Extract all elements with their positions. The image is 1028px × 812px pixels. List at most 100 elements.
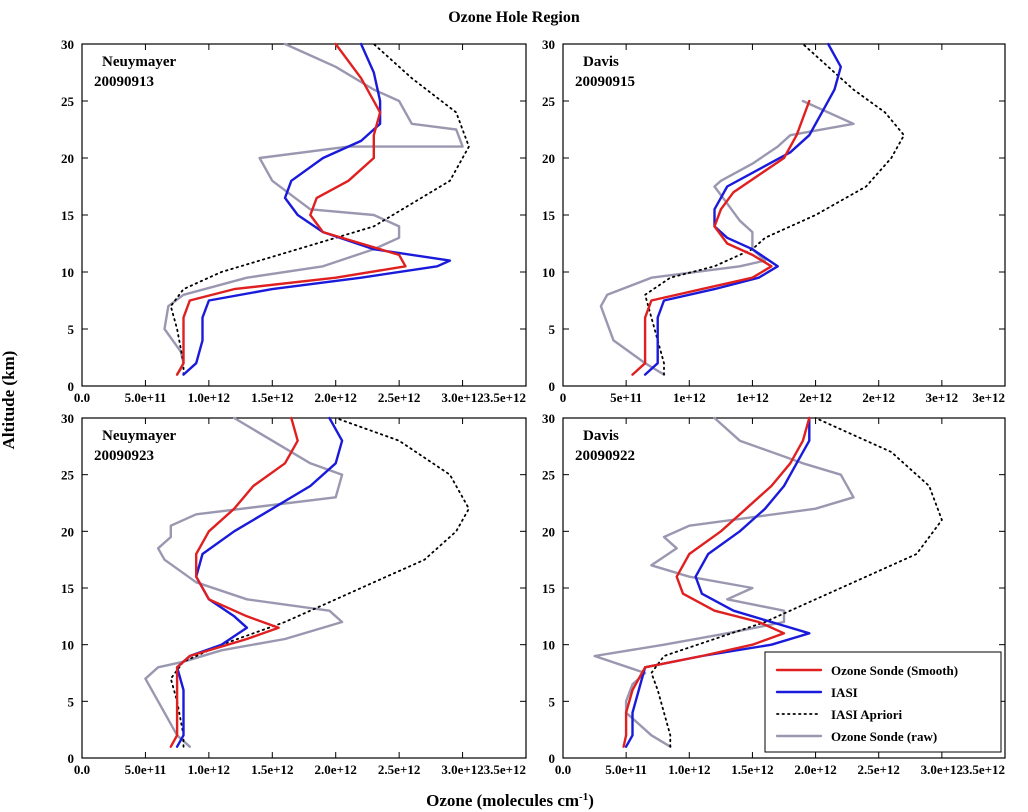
x-tick-label: 0.0 bbox=[74, 762, 90, 777]
series-line-raw bbox=[599, 99, 855, 376]
series-line-iasi bbox=[624, 416, 811, 748]
x-tick-label: 5.0e+11 bbox=[125, 390, 167, 405]
x-tick-label: 3e+12 bbox=[926, 390, 959, 405]
x-axis-title: Ozone (molecules cm-1) bbox=[426, 791, 594, 810]
panel-label-line: Davis bbox=[583, 54, 619, 70]
x-tick-label: 3.5e+12 bbox=[484, 390, 526, 405]
series-line-raw bbox=[163, 42, 464, 376]
panel-neuymayer-20090923: 0.0 5.0e+11 1.0e+12 1.5e+12 2.0e+12 2.5e+12 3.… bbox=[61, 411, 527, 777]
y-tick-label: 0 bbox=[68, 379, 75, 394]
x-tick-label: 3.0e+12 bbox=[441, 390, 483, 405]
panel-label-line: Davis bbox=[583, 428, 619, 444]
x-tick-label: 1.0e+12 bbox=[668, 762, 710, 777]
x-tick-label: 2.5e+12 bbox=[378, 390, 420, 405]
y-tick-label: 30 bbox=[542, 411, 555, 426]
y-tick-label: 0 bbox=[68, 751, 75, 766]
series-line-apriori bbox=[169, 43, 470, 376]
series-line-iasi bbox=[643, 42, 842, 376]
y-tick-label: 20 bbox=[542, 151, 555, 166]
panel-davis-20090922: 0.0 5.0e+11 1.0e+12 1.5e+12 2.0e+12 2.5e+12 3.… bbox=[542, 411, 1006, 777]
x-tick-label: 2.0e+12 bbox=[794, 762, 836, 777]
panel-label: Davis 20090922 bbox=[575, 428, 635, 464]
y-tick-label: 0 bbox=[549, 379, 556, 394]
legend-label-smooth: Ozone Sonde (Smooth) bbox=[831, 663, 958, 678]
x-tick-label: 3.0e+12 bbox=[441, 762, 483, 777]
x-tick-label: 2e+12 bbox=[799, 390, 832, 405]
plot-frame bbox=[562, 43, 1006, 387]
x-tick-label: 3.5e+12 bbox=[963, 762, 1005, 777]
x-tick-label: 2e+12 bbox=[862, 390, 895, 405]
x-tick-label: 1.5e+12 bbox=[731, 762, 773, 777]
series-line-smooth bbox=[169, 416, 299, 748]
y-tick-label: 15 bbox=[61, 581, 75, 596]
panels: 0.0 5.0e+11 1.0e+12 1.5e+12 2.0e+12 2.5e+12 3.… bbox=[61, 37, 1006, 777]
x-tick-label: 1.0e+12 bbox=[188, 762, 230, 777]
panel-label-line: 20090915 bbox=[575, 74, 635, 90]
plot-frame bbox=[81, 43, 527, 387]
y-tick-label: 25 bbox=[61, 94, 75, 109]
y-tick-label: 5 bbox=[68, 694, 75, 709]
panel-davis-20090915: 0 5e+11 1e+12 1e+12 2e+12 2e+12 3e+12 3e+12 0 5 10… bbox=[542, 37, 1006, 405]
y-tick-label: 10 bbox=[61, 638, 74, 653]
x-tick-label: 1.0e+12 bbox=[188, 390, 230, 405]
series-line-smooth bbox=[622, 416, 811, 748]
panel-label-line: 20090913 bbox=[94, 74, 154, 90]
x-tick-label: 2.5e+12 bbox=[857, 762, 899, 777]
x-tick-label: 5.0e+11 bbox=[125, 762, 167, 777]
panel-label-line: 20090923 bbox=[94, 448, 154, 464]
x-tick-label: 3.0e+12 bbox=[921, 762, 963, 777]
x-tick-label: 3e+12 bbox=[972, 390, 1005, 405]
x-tick-label: 5.0e+11 bbox=[605, 762, 647, 777]
x-tick-label: 2.5e+12 bbox=[378, 762, 420, 777]
y-tick-label: 15 bbox=[542, 581, 556, 596]
y-tick-label: 10 bbox=[61, 265, 74, 280]
y-tick-label: 30 bbox=[61, 411, 74, 426]
panel-label: Neuymayer 20090923 bbox=[94, 428, 176, 464]
y-tick-label: 10 bbox=[542, 265, 555, 280]
figure-title: Ozone Hole Region bbox=[448, 9, 580, 26]
x-tick-label: 2.0e+12 bbox=[314, 390, 356, 405]
x-tick-label: 3.5e+12 bbox=[484, 762, 526, 777]
y-tick-label: 25 bbox=[542, 94, 556, 109]
y-tick-label: 15 bbox=[542, 208, 556, 223]
x-tick-label: 1.5e+12 bbox=[251, 762, 293, 777]
y-tick-label: 30 bbox=[542, 37, 555, 52]
y-tick-label: 20 bbox=[61, 151, 74, 166]
y-tick-label: 0 bbox=[549, 751, 556, 766]
panel-neuymayer-20090913: 0.0 5.0e+11 1.0e+12 1.5e+12 2.0e+12 2.5e+12 3.… bbox=[61, 37, 527, 405]
plot-frame bbox=[81, 417, 527, 759]
y-tick-label: 25 bbox=[542, 468, 556, 483]
series-line-raw bbox=[593, 416, 855, 748]
y-tick-label: 30 bbox=[61, 37, 74, 52]
y-tick-label: 5 bbox=[549, 694, 556, 709]
x-tick-label: 0 bbox=[560, 390, 567, 405]
legend-label-iasi: IASI bbox=[831, 685, 858, 700]
panel-label: Neuymayer 20090913 bbox=[94, 54, 176, 90]
series-line-smooth bbox=[175, 42, 407, 376]
panel-label-line: Neuymayer bbox=[102, 54, 176, 70]
series-line-apriori bbox=[650, 417, 943, 748]
legend: Ozone Sonde (Smooth) IASI IASI Apriori Ozon… bbox=[764, 651, 1002, 753]
x-tick-label: 1.5e+12 bbox=[251, 390, 293, 405]
y-tick-label: 20 bbox=[542, 524, 555, 539]
y-tick-label: 10 bbox=[542, 638, 555, 653]
legend-label-raw: Ozone Sonde (raw) bbox=[831, 729, 937, 744]
panel-label-line: Neuymayer bbox=[102, 428, 176, 444]
panel-label-line: 20090922 bbox=[575, 448, 635, 464]
series-line-apriori bbox=[644, 43, 905, 376]
x-tick-label: 1e+12 bbox=[673, 390, 706, 405]
x-tick-label: 2.0e+12 bbox=[314, 762, 356, 777]
panel-label: Davis 20090915 bbox=[575, 54, 635, 90]
y-axis-title: Altitude (km) bbox=[0, 351, 18, 450]
legend-label-apriori: IASI Apriori bbox=[831, 707, 903, 722]
y-tick-label: 25 bbox=[61, 468, 75, 483]
x-tick-label: 5e+11 bbox=[610, 390, 642, 405]
y-tick-label: 20 bbox=[61, 524, 74, 539]
x-tick-label: 0.0 bbox=[74, 390, 90, 405]
y-tick-label: 5 bbox=[68, 322, 75, 337]
series-line-iasi bbox=[175, 416, 344, 748]
y-tick-label: 15 bbox=[61, 208, 75, 223]
series-line-raw bbox=[144, 416, 344, 748]
series-line-smooth bbox=[631, 99, 811, 376]
